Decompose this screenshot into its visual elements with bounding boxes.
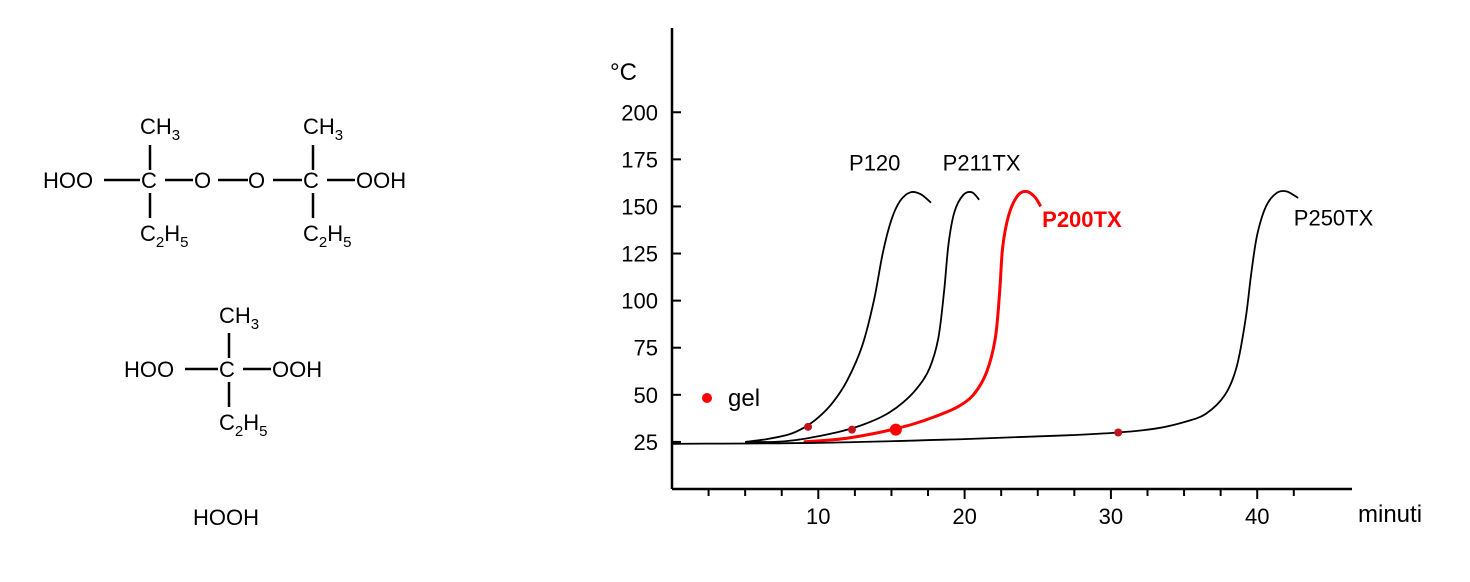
x-tick-label: 40 <box>1245 504 1269 529</box>
x-tick-label: 10 <box>806 504 830 529</box>
mol2-carbon: C <box>219 357 235 382</box>
legend-gel-marker <box>702 393 712 403</box>
mol2-right-group: OOH <box>272 357 322 382</box>
y-axis-label: °C <box>610 59 637 86</box>
mol2-c2h5: C2H5 <box>219 410 267 440</box>
molecule-mek-monomer: HOO C OOH CH3 C2H5 <box>124 303 322 440</box>
series-line-p250tx <box>671 190 1299 445</box>
molecule-hydrogen-peroxide: HOOH <box>193 505 259 530</box>
mol1-c2h5-2: C2H5 <box>303 221 351 251</box>
x-ticks: 10 20 30 40 <box>707 489 1295 529</box>
series-layer: P120 P211TX P200TX P250TX <box>671 151 1374 445</box>
y-tick-label: 75 <box>634 336 658 361</box>
series-line-p211tx <box>745 191 980 443</box>
x-tick-label: 20 <box>952 504 976 529</box>
mol1-oxygen-2: O <box>248 168 265 193</box>
legend-gel-label: gel <box>728 385 760 412</box>
series-line-p200tx <box>803 189 1042 444</box>
gel-point-p211tx <box>847 425 856 434</box>
x-tick-label: 30 <box>1099 504 1123 529</box>
mol1-carbon-1: C <box>141 168 157 193</box>
series-line-p120 <box>745 190 932 443</box>
gel-point-p250tx <box>1114 428 1123 437</box>
y-tick-label: 50 <box>634 383 658 408</box>
y-tick-label: 125 <box>621 242 658 267</box>
mol1-right-group: OOH <box>356 168 406 193</box>
mol1-ch3-1: CH3 <box>140 114 180 144</box>
series-label-p120: P120 <box>849 151 900 176</box>
gel-point-p200tx <box>889 423 902 436</box>
gel-point-p120 <box>804 422 813 431</box>
molecule-mek-dimer: HOO C O O C OOH CH3 CH3 C2H5 C2H5 <box>43 114 406 251</box>
mol2-left-group: HOO <box>124 357 174 382</box>
mol2-ch3: CH3 <box>219 303 259 333</box>
x-axis-label: minuti <box>1358 501 1422 528</box>
mol1-oxygen-1: O <box>194 168 211 193</box>
exotherm-chart: 25 50 75 100 125 150 175 200 10 20 30 40 P120 P211T… <box>610 28 1422 529</box>
series-label-p211tx: P211TX <box>943 151 1021 176</box>
y-tick-label: 150 <box>621 194 658 219</box>
y-tick-label: 175 <box>621 147 658 172</box>
mol1-ch3-2: CH3 <box>303 114 343 144</box>
mol1-c2h5-1: C2H5 <box>140 221 188 251</box>
y-tick-label: 25 <box>634 430 658 455</box>
legend: gel <box>702 385 760 412</box>
y-tick-label: 100 <box>621 289 658 314</box>
series-label-p200tx: P200TX <box>1042 207 1122 232</box>
mol1-carbon-2: C <box>303 168 319 193</box>
mol1-left-group: HOO <box>43 168 93 193</box>
y-tick-label: 200 <box>621 100 658 125</box>
series-label-p250tx: P250TX <box>1294 205 1374 230</box>
y-ticks: 25 50 75 100 125 150 175 200 <box>621 100 681 455</box>
